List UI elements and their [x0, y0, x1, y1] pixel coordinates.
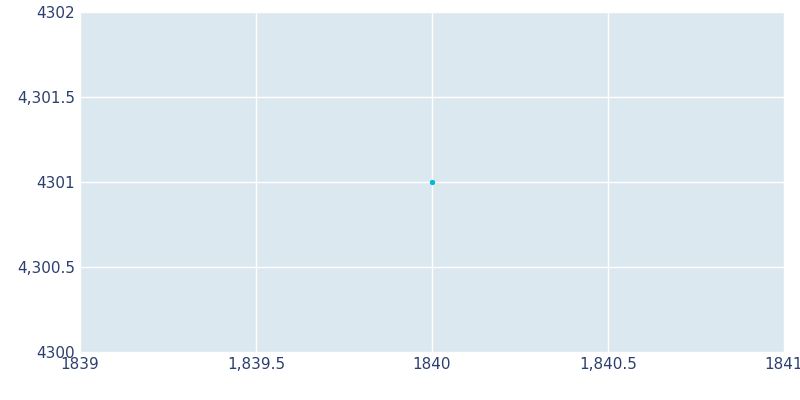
Point	[426, 179, 438, 185]
